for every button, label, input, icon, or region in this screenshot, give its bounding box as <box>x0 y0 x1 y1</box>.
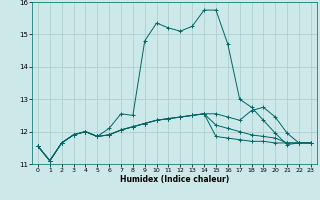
X-axis label: Humidex (Indice chaleur): Humidex (Indice chaleur) <box>120 175 229 184</box>
